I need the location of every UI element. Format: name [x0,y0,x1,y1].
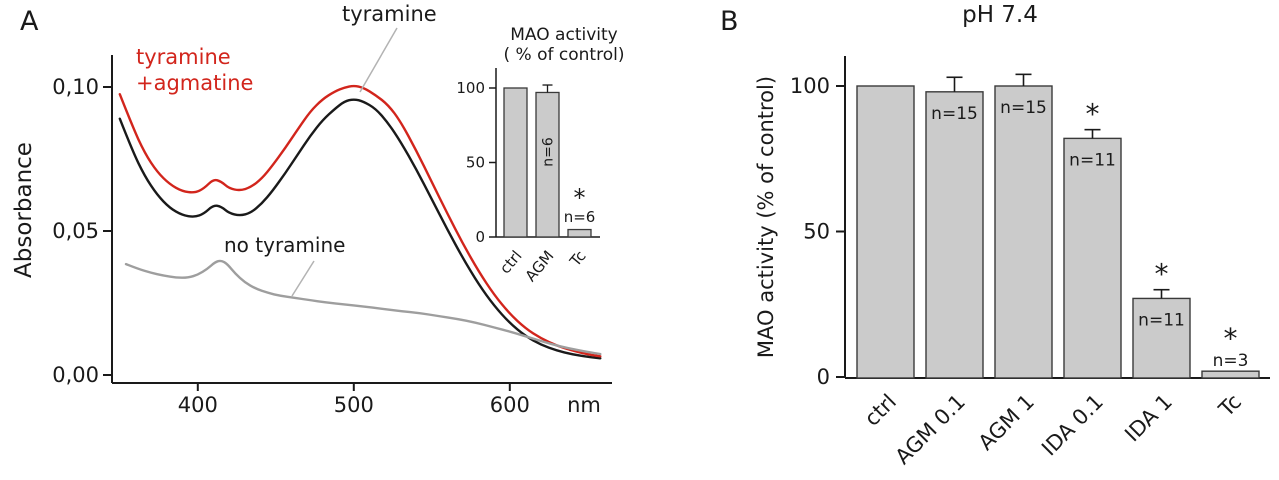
n-label: n=15 [931,104,978,124]
y-tick-label: 0,05 [52,219,99,243]
category-label: AGM 0.1 [891,390,971,470]
n-label: n=3 [1213,351,1249,371]
series-tyramine-agmatine [118,84,602,358]
x-tick-label: 600 [490,393,530,417]
annotation-leader-line [291,260,315,297]
x-tick-label: 400 [178,393,218,417]
bar-ctrl [856,85,915,379]
significance-star: * [1155,258,1169,291]
inset-y-tick-label: 0 [475,228,485,246]
category-label: Tc [1214,390,1246,422]
inset-n-label: n=6 [564,208,596,226]
y-tick-label: 0 [817,365,830,389]
bar-IDA-0.1 [1063,137,1122,379]
panel-b-label: B [720,6,739,37]
inset-category-label: AGM [522,247,558,285]
significance-star: * [1224,322,1238,355]
category-label: AGM 1 [974,390,1039,455]
significance-star: * [1086,98,1100,131]
y-tick-label: 50 [803,220,830,244]
inset-title-line-2: ( % of control) [503,45,625,65]
bar-AGM-1 [994,85,1053,379]
inset-n-label: n=6 [541,137,557,167]
x-axis-unit-label: nm [567,393,601,417]
bar-Tc [1201,370,1260,379]
y-axis-label-absorbance: Absorbance [11,142,37,278]
annotation-line-2: +agmatine [136,71,254,95]
annotation-line-1: tyramine [136,45,231,69]
inset-title-line-1: MAO activity [510,25,618,45]
annotation-no-tyramine: no tyramine [224,233,346,257]
inset-significance-star: * [574,184,586,212]
bar-AGM-0.1 [925,91,984,379]
series-no-tyramine [124,259,602,356]
panel-a-label: A [20,6,39,37]
series-tyramine [118,98,602,360]
inset-category-label: Tc [566,247,590,271]
panel-b-title: pH 7.4 [962,2,1038,28]
y-tick-label: 100 [790,74,830,98]
inset-y-tick-label: 100 [456,79,485,97]
category-label: IDA 0.1 [1037,390,1108,461]
annotation-tyramine-agmatine: tyramine +agmatine [136,44,253,96]
n-label: n=11 [1069,150,1116,170]
category-label: ctrl [860,390,901,431]
bar-IDA-1 [1132,297,1191,379]
y-tick-label: 0,10 [52,75,99,99]
x-tick-label: 500 [334,393,374,417]
n-label: n=11 [1138,310,1185,330]
category-label: IDA 1 [1120,390,1177,447]
y-axis-label-mao-activity: MAO activity (% of control) [754,75,778,359]
inset-bar-Tc [567,228,592,238]
y-tick-label: 0,00 [52,363,99,387]
inset-y-tick-label: 50 [466,154,485,172]
n-label: n=15 [1000,98,1047,118]
panel-b-plot: 0 50 100 ctrl n=15 AGM 0.1 n=15 AGM 1 n=11 * IDA 0… [790,56,1270,470]
inset-bar-ctrl [503,87,528,238]
annotation-tyramine: tyramine [342,2,437,26]
annotation-leader-line [359,27,398,93]
